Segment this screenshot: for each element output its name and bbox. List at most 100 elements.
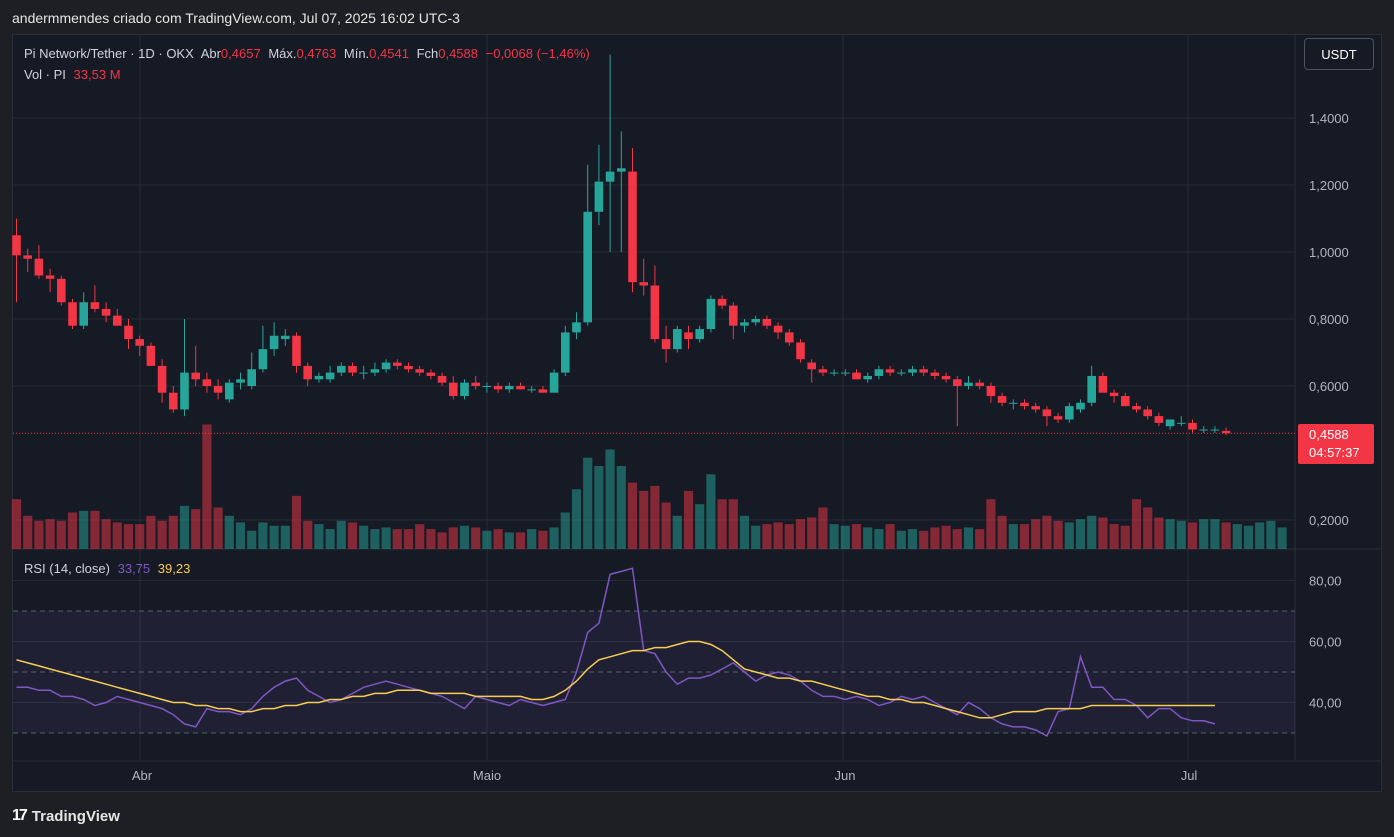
volume-bar: [1087, 515, 1097, 549]
volume-legend: Vol · PI 33,53 M: [24, 67, 125, 82]
volume-bar: [392, 529, 402, 549]
currency-button[interactable]: USDT: [1304, 38, 1374, 70]
volume-bar: [605, 449, 615, 549]
volume-bar: [751, 525, 761, 549]
candle-body: [1109, 392, 1119, 397]
candle-body: [628, 171, 637, 283]
volume-bar: [1109, 524, 1119, 549]
candle-body: [23, 255, 32, 259]
volume-bar: [359, 525, 369, 549]
volume-bar: [101, 519, 111, 549]
close-label: Fch: [416, 46, 439, 61]
candle-body: [303, 365, 312, 380]
volume-label[interactable]: Vol · PI: [24, 67, 66, 82]
volume-bar: [291, 495, 302, 549]
candle-body: [213, 386, 223, 393]
volume-bar: [381, 527, 391, 549]
candle-body: [191, 372, 200, 380]
volume-bar: [403, 529, 414, 549]
candle-body: [829, 372, 839, 374]
candle-body: [90, 302, 100, 309]
candle-body: [1143, 409, 1152, 417]
candle-body: [1098, 375, 1108, 393]
candle-body: [773, 325, 783, 333]
candle-body: [885, 369, 895, 373]
volume-bar: [885, 524, 895, 549]
volume-bar: [739, 515, 750, 549]
volume-bar: [1255, 522, 1265, 549]
high-value: 0,4763: [296, 46, 337, 61]
candle-body: [583, 211, 592, 323]
volume-bar: [1210, 519, 1220, 549]
volume-bar: [336, 520, 346, 549]
volume-bar: [1120, 525, 1130, 549]
candle-body: [202, 379, 212, 386]
volume-bar: [1277, 527, 1287, 549]
candle-body: [79, 302, 88, 326]
volume-bar: [571, 489, 582, 549]
candle-body: [661, 339, 671, 350]
candle-body: [1031, 406, 1040, 410]
volume-bar: [79, 510, 89, 549]
candle-body: [68, 302, 77, 326]
volume-bar: [179, 505, 190, 549]
volume-bar: [907, 529, 918, 549]
candle-body: [852, 372, 861, 380]
candle-body: [1188, 422, 1197, 430]
open-label: Abr: [200, 46, 221, 61]
candle-body: [594, 181, 604, 212]
candle-body: [45, 275, 55, 279]
volume-bar: [672, 515, 682, 549]
candle-body: [639, 282, 648, 286]
candle-body: [941, 375, 951, 380]
rsi-axis-label: 60,00: [1309, 635, 1342, 650]
candle-body: [1199, 429, 1208, 431]
volume-bar: [919, 530, 929, 549]
volume-bar: [1064, 522, 1074, 549]
volume-bar: [627, 482, 638, 549]
candle-body: [997, 396, 1007, 403]
candle-body: [975, 382, 984, 386]
volume-bar: [941, 525, 951, 549]
symbol-label[interactable]: Pi Network/Tether · 1D · OKX: [24, 46, 194, 61]
rsi-ma-value: 39,23: [157, 561, 191, 576]
candle-body: [258, 349, 268, 370]
volume-value: 33,53 M: [73, 67, 121, 82]
candle-body: [225, 382, 234, 400]
candle-body: [34, 258, 44, 276]
candle-body: [561, 332, 570, 373]
candle-body: [135, 339, 144, 346]
volume-bar: [1154, 517, 1164, 549]
volume-bar: [1176, 520, 1186, 549]
candle-body: [1053, 416, 1063, 420]
volume-bar: [975, 529, 985, 549]
candle-body: [1076, 402, 1085, 410]
volume-bar: [224, 515, 234, 549]
rsi-label[interactable]: RSI (14, close): [24, 561, 110, 576]
candle-body: [348, 365, 357, 373]
rsi-value: 33,75: [117, 561, 151, 576]
volume-bar: [426, 529, 436, 549]
volume-bar: [370, 529, 380, 549]
volume-bar: [258, 522, 268, 549]
rsi-line: [16, 567, 1216, 738]
price-legend: Pi Network/Tether · 1D · OKX Abr0,4657 M…: [24, 46, 594, 61]
volume-bar: [784, 524, 794, 549]
volume-bar: [67, 512, 78, 549]
volume-bar: [157, 520, 167, 549]
volume-bar: [818, 507, 828, 549]
price-axis-label: 1,4000: [1309, 111, 1349, 126]
volume-bar: [1165, 519, 1175, 549]
candle-body: [180, 372, 189, 410]
volume-bar: [829, 524, 839, 549]
tradingview-brand[interactable]: 17 TradingView: [12, 805, 120, 827]
candle-body: [146, 345, 156, 366]
candle-body: [437, 375, 447, 383]
candle-body: [930, 372, 940, 376]
candle-body: [314, 375, 324, 380]
price-axis-label: 0,2000: [1309, 513, 1349, 528]
volume-bar: [515, 532, 526, 549]
candle-body: [57, 278, 66, 303]
candle-body: [897, 372, 906, 374]
